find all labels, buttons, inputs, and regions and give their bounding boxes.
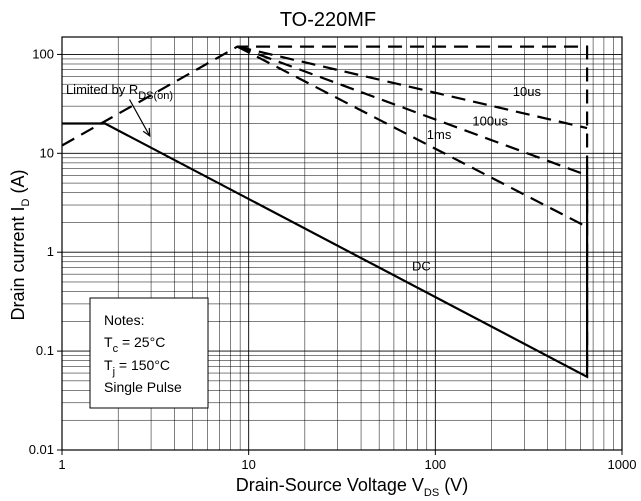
series-layer [61, 45, 589, 379]
y-axis-label-unit: (A) [8, 170, 28, 199]
annotation-limited-by-r: Limited by RDS(on) [66, 82, 173, 102]
notes-line-pulse: Single Pulse [104, 379, 182, 395]
annotations: Limited by RDS(on) 10us 100us 1ms DC [66, 82, 542, 274]
annotation-100us: 100us [472, 114, 508, 129]
y-tick-label: 100 [32, 46, 54, 61]
annotation-1ms: 1ms [427, 127, 452, 142]
x-axis-label: Drain-Source Voltage VDS (V) [236, 475, 468, 499]
limit-arrow-shaft [128, 99, 151, 137]
notes-box: Notes: Tc = 25°C Tj = 150°C Single Pulse [89, 297, 209, 409]
x-axis-label-sub: DS [424, 487, 439, 499]
annotation-dc: DC [412, 259, 431, 274]
series-10us [237, 45, 588, 130]
notes-heading: Notes: [104, 312, 144, 328]
chart-title: TO-220MF [280, 9, 376, 31]
x-tick-label: 10 [241, 457, 255, 472]
x-tick-label: 100 [424, 457, 446, 472]
x-tick-label: 1000 [608, 457, 637, 472]
y-tick-label: 0.01 [29, 442, 54, 457]
y-tick-label: 0.1 [36, 343, 54, 358]
limit-arrow-head [142, 127, 151, 138]
annotation-10us: 10us [513, 84, 542, 99]
series-1ms [236, 45, 588, 228]
series-100us [237, 45, 588, 177]
notes-line-tc: Tc = 25°C [104, 334, 165, 355]
x-tick-label: 1 [58, 457, 65, 472]
notes-line-tj: Tj = 150°C [104, 357, 170, 378]
x-axis-label-unit: (V) [439, 475, 468, 495]
plot-frame [61, 36, 623, 451]
notes-box-frame [89, 297, 209, 409]
tick-labels: 1 10 100 1000 0.01 0.1 1 10 100 [29, 46, 637, 472]
y-tick-label: 10 [40, 145, 54, 160]
y-axis-label: Drain current ID (A) [8, 170, 32, 321]
series-limit-boundary [61, 45, 589, 377]
y-axis-label-sub: D [20, 198, 32, 206]
x-axis-label-main: Drain-Source Voltage V [236, 475, 424, 495]
y-axis-label-main: Drain current I [8, 206, 28, 320]
y-tick-label: 1 [47, 244, 54, 259]
